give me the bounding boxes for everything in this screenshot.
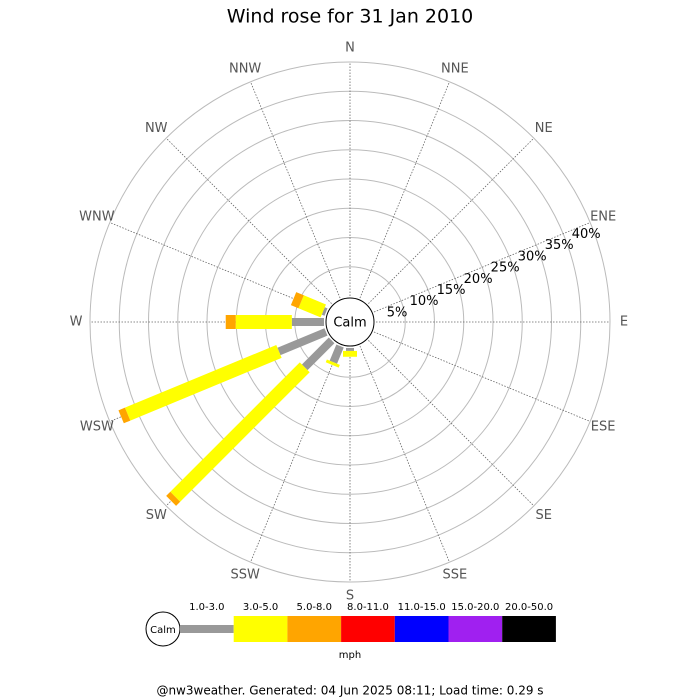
legend-calm-label: Calm [150, 625, 176, 636]
ring-label: 15% [437, 283, 466, 298]
wind-bar [166, 491, 181, 506]
ring-label: 25% [491, 261, 520, 276]
legend-label: 11.0-15.0 [398, 602, 446, 613]
legend-swatch [448, 616, 503, 642]
spoke [250, 345, 341, 563]
legend-swatch [394, 616, 449, 642]
legend-label: 8.0-11.0 [347, 602, 389, 613]
spoke [373, 222, 591, 313]
direction-label: NW [145, 121, 168, 136]
direction-label: NNE [441, 61, 469, 76]
direction-label: WNW [79, 210, 115, 225]
wind-bar [290, 292, 304, 309]
spoke [359, 81, 450, 299]
direction-label: SW [146, 508, 167, 523]
ring-label: 5% [387, 305, 408, 320]
ring-label: 20% [464, 272, 493, 287]
direction-label: N [345, 41, 355, 56]
legend-swatch [180, 625, 234, 633]
legend-label: 5.0-8.0 [297, 602, 332, 613]
spoke [373, 331, 591, 422]
spoke [359, 345, 450, 563]
legend-swatch [233, 616, 288, 642]
legend-swatch [287, 616, 342, 642]
wind-bar [124, 344, 282, 421]
legend-label: 1.0-3.0 [189, 602, 224, 613]
legend-swatch [341, 616, 395, 642]
direction-label: NE [535, 121, 553, 136]
direction-label: NNW [229, 61, 261, 76]
calm-circle [325, 297, 375, 347]
wind-bar [329, 344, 344, 364]
legend-swatch [502, 616, 556, 642]
spoke [109, 222, 327, 313]
footer: @nw3weather. Generated: 04 Jun 2025 08:1… [156, 684, 543, 698]
wind-bar [301, 337, 335, 371]
direction-label: ESE [591, 419, 616, 434]
wind-bar [298, 295, 326, 318]
ring-label: 30% [518, 249, 547, 264]
direction-label: W [70, 315, 83, 330]
legend-label: 3.0-5.0 [243, 602, 278, 613]
grid-ring [177, 149, 523, 495]
wind-bar [118, 407, 131, 424]
ring-label: 40% [572, 227, 601, 242]
ring-label: 35% [545, 238, 574, 253]
direction-label: WSW [80, 419, 114, 434]
direction-label: ENE [590, 210, 616, 225]
legend-label: 15.0-20.0 [451, 602, 499, 613]
wind-bar [170, 362, 310, 502]
spoke [165, 137, 332, 304]
wind-bar [321, 307, 328, 316]
direction-label: SSW [230, 568, 260, 583]
spoke [368, 137, 535, 304]
spoke [368, 340, 535, 507]
grid-ring [89, 61, 611, 583]
chart-title: Wind rose for 31 Jan 2010 [227, 6, 474, 28]
direction-label: S [346, 589, 354, 604]
legend-label: 20.0-50.0 [505, 602, 553, 613]
wind-bar [325, 359, 340, 368]
wind-bar [277, 328, 328, 356]
direction-label: SSE [442, 568, 467, 583]
calm-label: Calm [333, 316, 366, 331]
direction-label: E [620, 315, 628, 330]
ring-label: 10% [410, 294, 439, 309]
direction-label: SE [536, 508, 552, 523]
spoke [250, 81, 341, 299]
units: mph [339, 650, 361, 661]
